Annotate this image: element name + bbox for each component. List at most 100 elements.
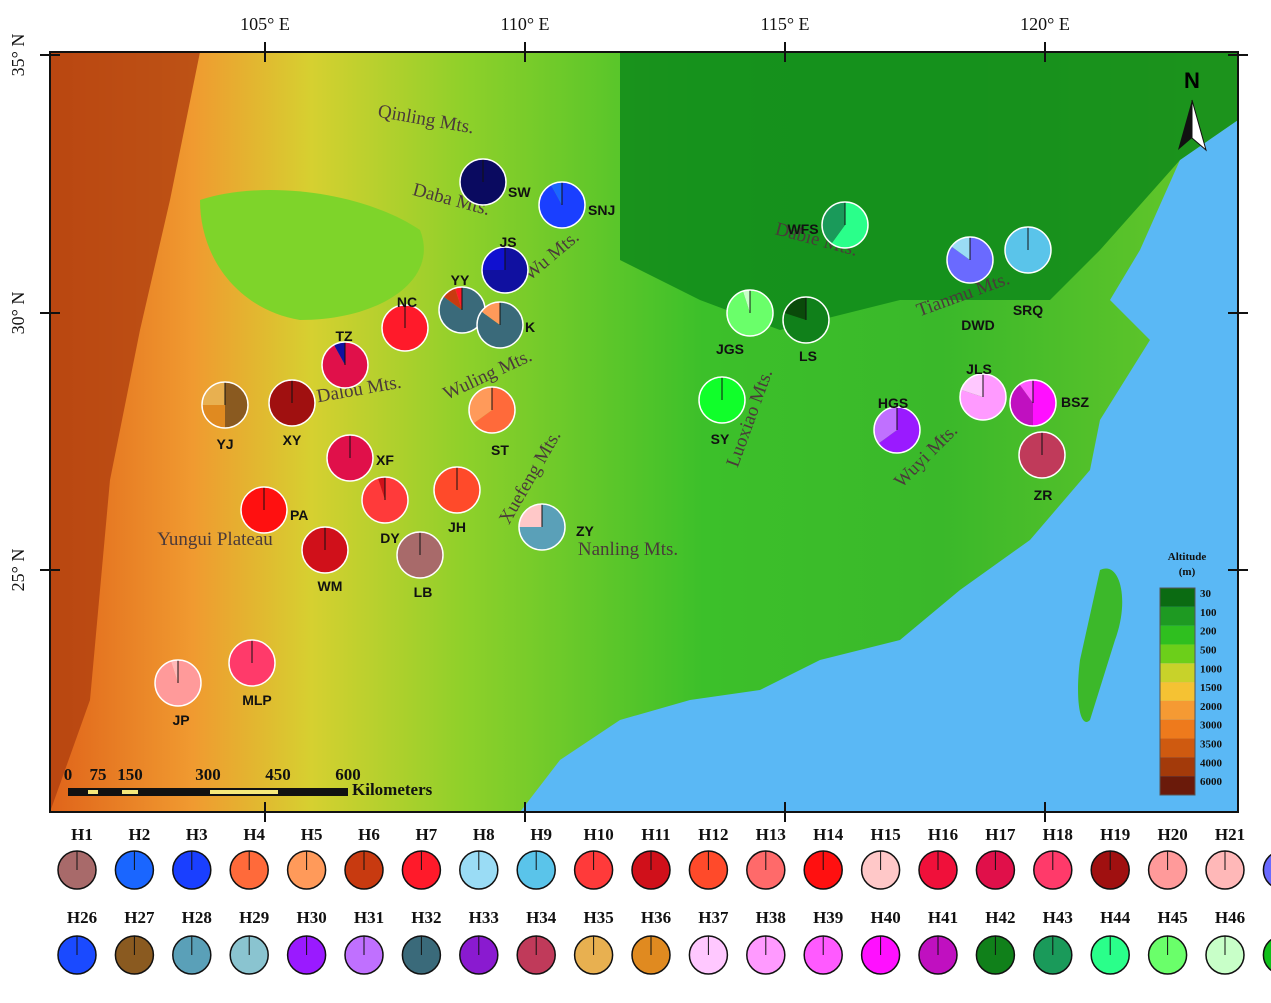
scale-bar [68, 788, 348, 796]
site-pie-slice [878, 407, 921, 453]
site-label: ZY [576, 523, 595, 539]
pie-outline [433, 466, 481, 514]
haplotype-label: H36 [641, 908, 671, 927]
legend-label: 100 [1200, 607, 1217, 619]
scale-label: 0 [64, 765, 73, 784]
haplotype-label: H8 [473, 825, 495, 844]
site-label: SY [711, 431, 730, 447]
pie-outline [396, 531, 444, 579]
haplotype-label: H43 [1043, 908, 1073, 927]
pie-outline [1018, 431, 1066, 479]
scale-label: 450 [265, 765, 291, 784]
site-pie-slice [1033, 380, 1056, 426]
site-label: PA [290, 507, 308, 523]
haplotype-label: H30 [296, 908, 326, 927]
lon-label: 110° E [500, 14, 549, 34]
pie-outline [459, 158, 507, 206]
pie-outline [326, 434, 374, 482]
pie-outline [154, 659, 202, 707]
map-frame [49, 51, 1239, 813]
site-label: YY [451, 272, 470, 288]
pie-outline [946, 236, 994, 284]
haplotype-label: H41 [928, 908, 958, 927]
frame [49, 51, 1239, 813]
site-label: SRQ [1013, 302, 1043, 318]
haplotype-label: H14 [813, 825, 844, 844]
haplotype-label: H6 [358, 825, 380, 844]
haplotype-label: H17 [985, 825, 1016, 844]
site-label: ZR [1034, 487, 1053, 503]
scale-label: 75 [90, 765, 107, 784]
site-label: MLP [242, 692, 272, 708]
pie-outline [1009, 379, 1057, 427]
legend-label: 200 [1200, 626, 1217, 638]
haplotype-label: H2 [129, 825, 151, 844]
legend-swatch [1160, 776, 1195, 795]
highland [50, 52, 200, 812]
site-pie-slice [874, 407, 897, 444]
scale-label: 600 [335, 765, 361, 784]
legend-box [1159, 587, 1196, 796]
haplotype-label: H28 [182, 908, 212, 927]
haplotype-label: H44 [1100, 908, 1131, 927]
haplotype-label: H18 [1043, 825, 1073, 844]
lowland [620, 52, 1238, 330]
north-arrow: N [1178, 68, 1207, 152]
legend-label: 4000 [1200, 757, 1223, 769]
legend-label: 3500 [1200, 739, 1223, 751]
pie-outline [228, 639, 276, 687]
site-pie-slice [377, 477, 385, 500]
haplotype-label: H10 [583, 825, 613, 844]
site-label: LS [799, 348, 817, 364]
region-label: Nanling Mts. [578, 539, 678, 560]
lat-label: 25° N [8, 549, 28, 592]
pie-outline [268, 379, 316, 427]
site-pie-slice [473, 387, 515, 433]
legend-unit: (m) [1179, 566, 1196, 578]
haplotype-label: H37 [698, 908, 729, 927]
lat-label: 30° N [8, 292, 28, 335]
haplotype-label: H32 [411, 908, 441, 927]
haplotype-label: H26 [67, 908, 97, 927]
legend-label: 1000 [1200, 663, 1223, 675]
haplotype-label: H3 [186, 825, 208, 844]
site-pie-slice [742, 290, 750, 313]
legend-swatch [1160, 757, 1195, 777]
site-pie-slice [961, 374, 983, 397]
haplotype-label: H12 [698, 825, 728, 844]
lon-label: 115° E [760, 14, 809, 34]
lat-label: 35° N [8, 34, 28, 77]
basin [200, 190, 424, 320]
scale-label: 150 [117, 765, 143, 784]
site-label: WFS [787, 221, 818, 237]
haplotype-label: H15 [870, 825, 900, 844]
region-label: Yungui Plateau [157, 529, 273, 550]
legend-swatch [1160, 625, 1195, 645]
legend-label: 500 [1200, 644, 1217, 656]
haplotype-label: H1 [71, 825, 93, 844]
haplotype-label: H19 [1100, 825, 1130, 844]
site-pie-slice [784, 297, 806, 320]
haplotype-label: H33 [469, 908, 499, 927]
site-pie-slice [170, 660, 178, 683]
site-label: JH [448, 519, 466, 535]
pie-outline [1004, 226, 1052, 274]
pie-outline [361, 476, 409, 524]
site-label: NC [397, 294, 417, 310]
pie-outline [301, 526, 349, 574]
legend-label: 1500 [1200, 682, 1223, 694]
haplotype-label: H40 [870, 908, 900, 927]
haplotype-label: H21 [1215, 825, 1245, 844]
site-label: TZ [335, 328, 353, 344]
scale-label: 300 [195, 765, 221, 784]
site-label: BSZ [1061, 394, 1089, 410]
site-label: LB [414, 584, 433, 600]
site-pie-slice [225, 382, 248, 428]
haplotype-label: H13 [756, 825, 786, 844]
legend-swatch [1160, 606, 1195, 626]
pie-outline [240, 486, 288, 534]
pie-outline [726, 289, 774, 337]
site-label: XY [283, 432, 302, 448]
pie-outline [321, 341, 369, 389]
site-pie-slice [202, 382, 225, 405]
